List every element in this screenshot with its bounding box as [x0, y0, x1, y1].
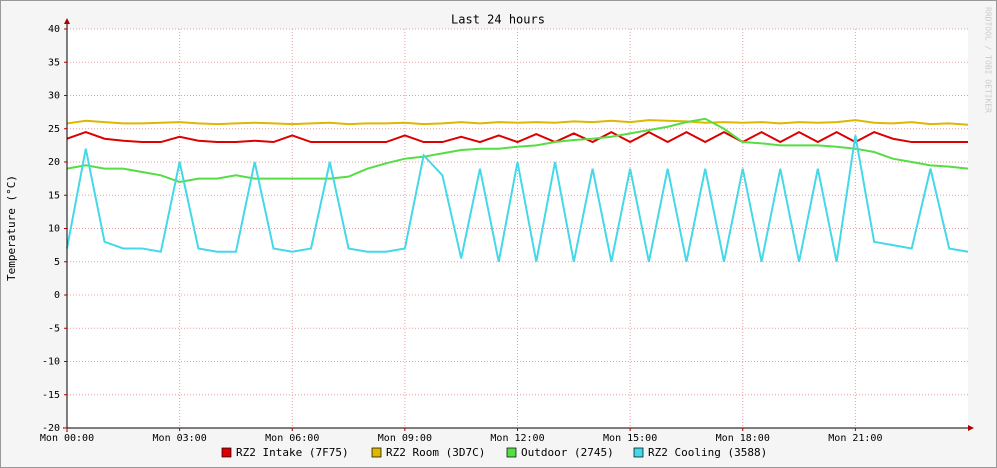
x-tick-label: Mon 12:00 — [490, 433, 544, 444]
lines — [66, 117, 969, 262]
y-tick-label: 0 — [54, 290, 60, 301]
x-tick-label: Mon 09:00 — [378, 433, 432, 444]
x-tick-label: Mon 18:00 — [716, 433, 770, 444]
y-tick-label: 5 — [54, 257, 60, 268]
legend-swatch — [633, 447, 644, 458]
y-tick-label: 40 — [48, 24, 60, 35]
chart-title: Last 24 hours — [451, 13, 545, 27]
y-tick-label: 25 — [48, 124, 60, 135]
x-tick-label: Mon 00:00 — [40, 433, 94, 444]
y-tick-label: -20 — [42, 423, 60, 434]
series-line — [66, 119, 969, 126]
y-tick-label: -10 — [42, 357, 60, 368]
y-tick-label: -5 — [48, 323, 60, 334]
legend-label: RZ2 Room (3D7C) — [386, 446, 485, 459]
y-tick-label: -15 — [42, 390, 60, 401]
legend: RZ2 Intake (7F75) RZ2 Room (3D7C) Outdoor … — [221, 446, 767, 459]
x-tick-label: Mon 06:00 — [265, 433, 319, 444]
legend-swatch — [506, 447, 517, 458]
x-tick-label: Mon 03:00 — [153, 433, 207, 444]
legend-label: RZ2 Cooling (3588) — [648, 446, 767, 459]
legend-label: Outdoor (2745) — [521, 446, 614, 459]
series-line — [66, 135, 969, 262]
y-tick-label: 20 — [48, 157, 60, 168]
x-tick-label: Mon 15:00 — [603, 433, 657, 444]
watermark: RRDTOOL / TOBI OETIKER — [984, 7, 993, 113]
series-line — [66, 117, 969, 183]
series-line — [66, 130, 968, 144]
y-tick-label: 10 — [48, 224, 60, 235]
axis-arrow — [968, 425, 974, 431]
axis-arrow — [64, 18, 70, 24]
y-tick-label: 30 — [48, 91, 60, 102]
y-axis-label: Temperature (°C) — [5, 175, 18, 281]
legend-swatch — [371, 447, 382, 458]
y-tick-label: 35 — [48, 57, 60, 68]
grid — [66, 28, 968, 429]
legend-swatch — [221, 447, 232, 458]
legend-label: RZ2 Intake (7F75) — [236, 446, 349, 459]
y-tick-label: 15 — [48, 190, 60, 201]
x-tick-label: Mon 21:00 — [828, 433, 882, 444]
